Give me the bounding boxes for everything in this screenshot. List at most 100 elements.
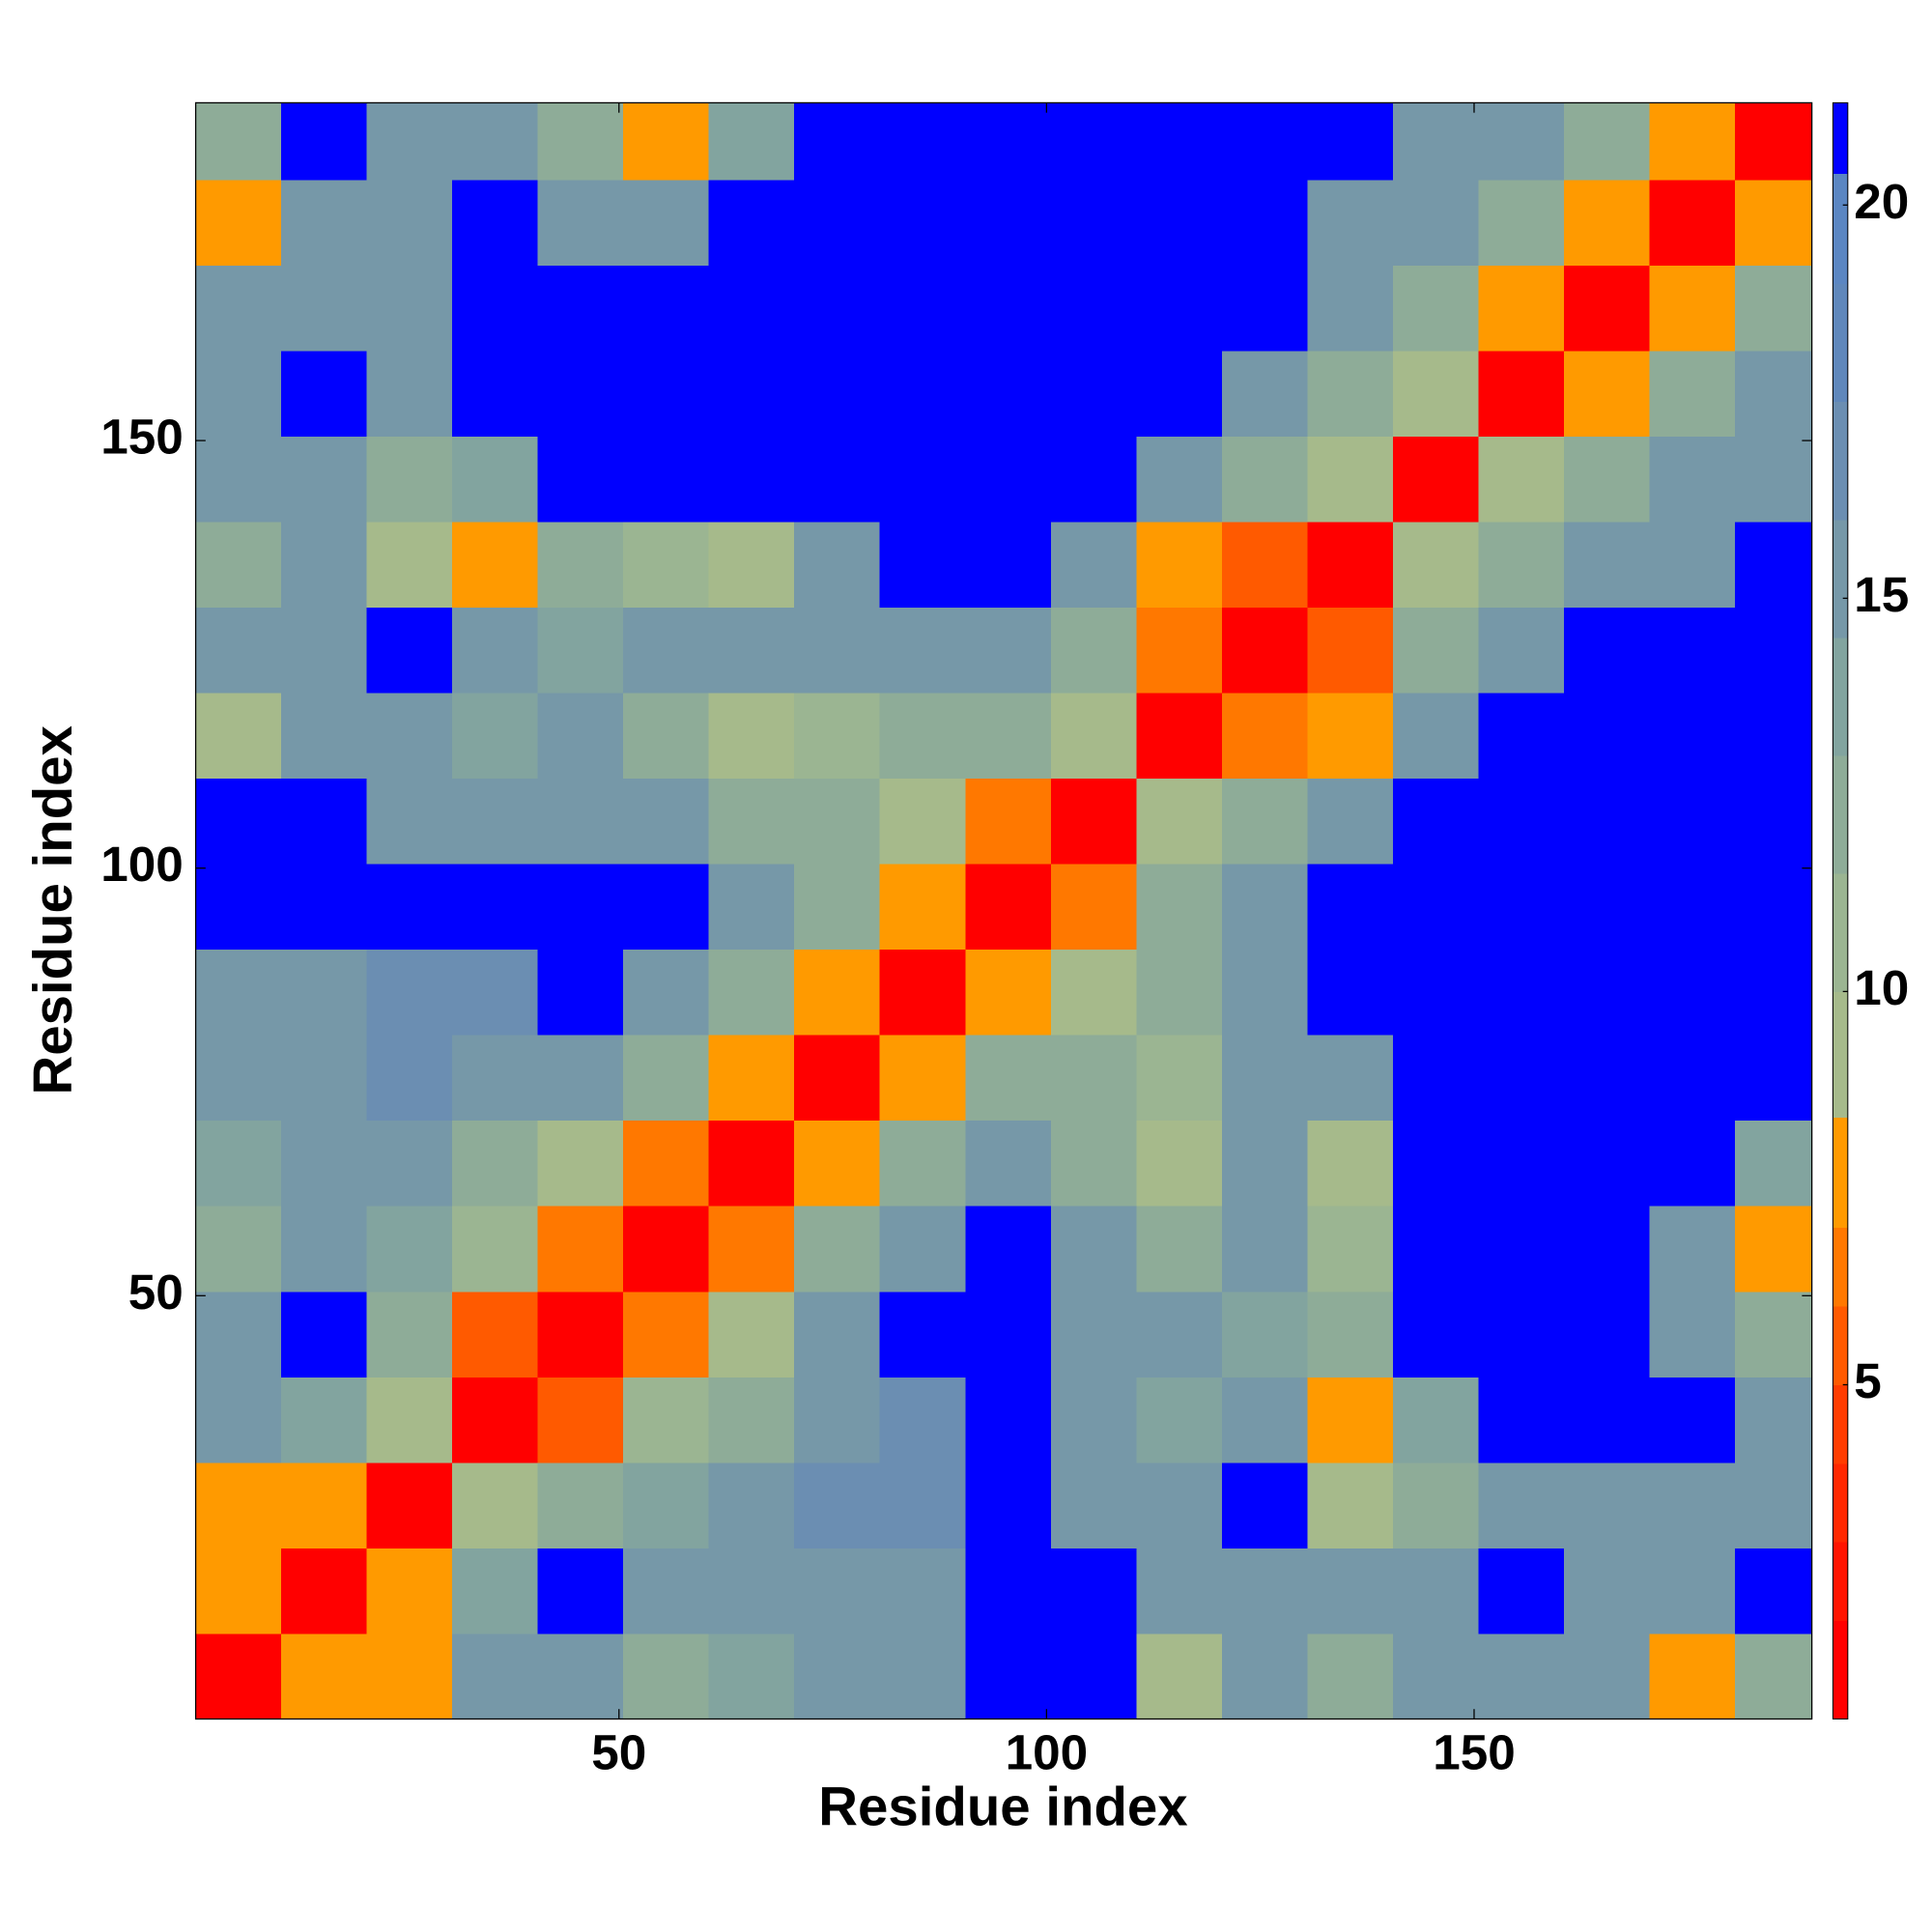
heatmap-cell [452, 265, 539, 352]
heatmap-cell [1136, 1120, 1223, 1207]
heatmap-cell [1307, 102, 1394, 181]
heatmap-cell [1136, 351, 1223, 438]
heatmap-cell [452, 949, 539, 1036]
heatmap-cell [1563, 1633, 1650, 1719]
heatmap-cell [1478, 949, 1565, 1036]
heatmap-cell [1136, 1035, 1223, 1122]
heatmap-cell [879, 864, 966, 951]
heatmap-cell [1563, 265, 1650, 352]
colorbar [1833, 102, 1848, 1719]
heatmap-cell [879, 1462, 966, 1548]
heatmap-cell [1563, 180, 1650, 266]
heatmap-cell [1734, 1377, 1813, 1463]
heatmap-cell [1649, 102, 1736, 181]
heatmap-cell [879, 607, 966, 694]
heatmap-cell [1050, 693, 1137, 780]
heatmap-cell [1392, 1291, 1479, 1378]
heatmap-cell [195, 1548, 282, 1634]
heatmap-cell [1307, 1462, 1394, 1548]
heatmap-cell [965, 1035, 1052, 1122]
heatmap-cell [794, 1548, 881, 1634]
heatmap-cell [537, 1206, 624, 1293]
heatmap-cell [366, 522, 453, 609]
heatmap-cell [794, 693, 881, 780]
heatmap-cell [1734, 864, 1813, 951]
heatmap-cell [452, 864, 539, 951]
heatmap-cell [623, 1120, 710, 1207]
heatmap-cell [195, 1462, 282, 1548]
heatmap-cell [1734, 102, 1813, 181]
heatmap-cell [965, 1633, 1052, 1719]
colorbar-segment [1833, 519, 1848, 639]
colorbar-segment [1833, 1542, 1848, 1622]
heatmap-cell [366, 949, 453, 1036]
heatmap-cell [1050, 1548, 1137, 1634]
heatmap-cell [1050, 265, 1137, 352]
heatmap-cell [281, 351, 367, 438]
heatmap-cell [1221, 1206, 1308, 1293]
heatmap-cell [1392, 180, 1479, 266]
heatmap-cell [1221, 351, 1308, 438]
heatmap-cell [1307, 1120, 1394, 1207]
heatmap-cell [794, 522, 881, 609]
heatmap-cell [1478, 102, 1565, 181]
heatmap-cell [366, 102, 453, 181]
heatmap-cell [623, 693, 710, 780]
colorbar-segment [1833, 1463, 1848, 1543]
heatmap-cell [366, 1633, 453, 1719]
heatmap-cell [1563, 1035, 1650, 1122]
heatmap-cell [1563, 949, 1650, 1036]
heatmap-cell [623, 522, 710, 609]
heatmap-cell [879, 522, 966, 609]
heatmap-cell [1136, 864, 1223, 951]
heatmap-cell [965, 1291, 1052, 1378]
heatmap-cell [1478, 436, 1565, 523]
heatmap-cell [1649, 778, 1736, 865]
heatmap-cell [452, 351, 539, 438]
y-tick-label: 150 [100, 410, 184, 465]
colorbar-segment [1833, 991, 1848, 1119]
heatmap-cell [1478, 1120, 1565, 1207]
heatmap-cell [195, 1291, 282, 1378]
heatmap-cell [965, 1548, 1052, 1634]
heatmap-cell [1649, 265, 1736, 352]
heatmap-cell [623, 351, 710, 438]
heatmap-cell [794, 1377, 881, 1463]
colorbar-segment [1833, 755, 1848, 874]
heatmap-cell [708, 265, 795, 352]
heatmap-cell [452, 1377, 539, 1463]
heatmap-cell [708, 1120, 795, 1207]
heatmap-cell [281, 265, 367, 352]
heatmap-cell [708, 522, 795, 609]
heatmap-cell [366, 265, 453, 352]
heatmap-cell [794, 180, 881, 266]
heatmap-cell [537, 1633, 624, 1719]
heatmap-cell [366, 1035, 453, 1122]
heatmap-cell [623, 778, 710, 865]
heatmap-cell [537, 436, 624, 523]
heatmap-cell [1221, 1548, 1308, 1634]
heatmap-cell [1734, 949, 1813, 1036]
heatmap-cell [1050, 1035, 1137, 1122]
heatmap-cell [1392, 265, 1479, 352]
heatmap-cell [281, 180, 367, 266]
heatmap-cells [195, 102, 1813, 1719]
heatmap-cell [1221, 1633, 1308, 1719]
heatmap-cell [1307, 522, 1394, 609]
heatmap-cell [1307, 1548, 1394, 1634]
heatmap-cell [281, 1120, 367, 1207]
heatmap-cell [1478, 180, 1565, 266]
heatmap-cell [537, 607, 624, 694]
heatmap-cell [794, 864, 881, 951]
heatmap-cell [1221, 180, 1308, 266]
heatmap-cell [1050, 1291, 1137, 1378]
heatmap-cell [1136, 607, 1223, 694]
heatmap-cell [1307, 265, 1394, 352]
heatmap-cell [794, 1633, 881, 1719]
heatmap-cell [1307, 778, 1394, 865]
heatmap-cell [623, 1291, 710, 1378]
heatmap-cell [281, 436, 367, 523]
heatmap-cell [879, 351, 966, 438]
heatmap-cell [1221, 265, 1308, 352]
